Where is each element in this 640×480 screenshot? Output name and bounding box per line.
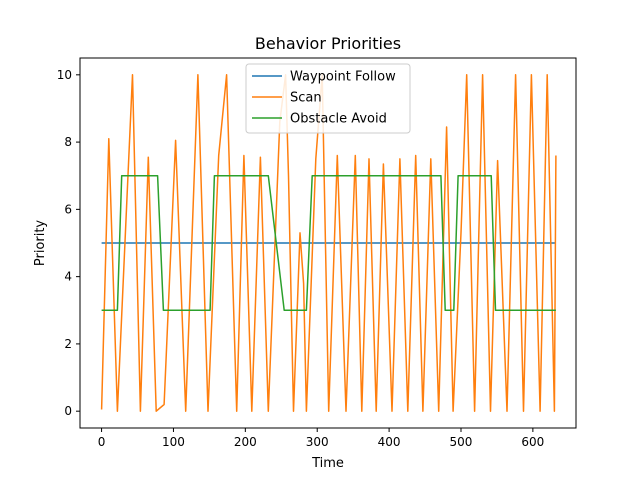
chart-title: Behavior Priorities [255,34,401,53]
y-tick-label: 8 [64,135,72,149]
legend-box [245,63,411,134]
y-tick-label: 0 [64,404,72,418]
x-tick-label: 500 [450,435,473,449]
legend-label-scan: Scan [290,91,322,106]
y-axis-ticks: 0 2 4 6 8 10 [57,68,80,418]
series-line-obstacle-avoid [101,174,556,312]
x-tick-label: 200 [234,435,257,449]
x-tick-label: 600 [521,435,544,449]
x-tick-label: 300 [306,435,329,449]
legend: Waypoint Follow Scan Obstacle Avoid [245,63,411,134]
series-line-scan [100,74,557,412]
y-axis-label: Priority [33,220,48,267]
axes-frame [79,57,577,429]
y-tick-label: 10 [57,68,72,82]
legend-label-obstacle-avoid: Obstacle Avoid [290,112,387,127]
y-tick-label: 2 [64,337,72,351]
x-tick-label: 100 [162,435,185,449]
x-tick-label: 400 [378,435,401,449]
legend-label-waypoint-follow: Waypoint Follow [290,70,396,85]
x-tick-label: 0 [98,435,106,449]
y-tick-label: 6 [64,202,72,216]
y-tick-label: 4 [64,270,72,284]
plot-area [100,74,557,412]
x-axis-label: Time [311,456,344,471]
x-axis-ticks: 0 100 200 300 400 500 600 [98,428,544,449]
